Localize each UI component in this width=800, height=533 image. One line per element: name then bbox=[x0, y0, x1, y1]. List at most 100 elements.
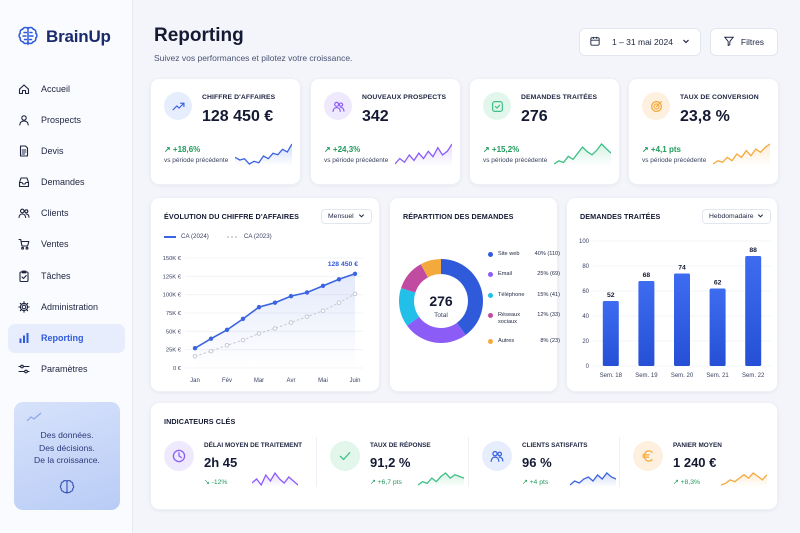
sidebar-item-administration[interactable]: Administration bbox=[8, 292, 125, 321]
processed-requests-bar-chart: 0 20 40 60 80 100 52 Sem. 18 68 Sem. 19 74 Sem. 20 6… bbox=[579, 239, 771, 379]
key-indicators-card: INDICATEURS CLÉS DÉLAI MOYEN DE TRAITEME… bbox=[150, 402, 778, 510]
data-point-current[interactable] bbox=[192, 346, 198, 351]
y-tick-label: 80 bbox=[582, 264, 589, 270]
legend-swatch bbox=[488, 313, 493, 318]
legend-label: Email bbox=[498, 271, 512, 277]
kpi-card[interactable]: DEMANDES TRAITÉES 276 ↗ +15,2% vs période p… bbox=[469, 78, 620, 185]
divider bbox=[316, 437, 317, 487]
filter-button[interactable]: Filtres bbox=[710, 28, 778, 56]
data-point-current[interactable] bbox=[288, 293, 294, 299]
legend-item-current[interactable]: CA (2024) bbox=[164, 233, 209, 240]
processed-requests-card: DEMANDES TRAITÉES Hebdomadaire 0 20 40 60 80… bbox=[566, 197, 778, 392]
data-point-previous[interactable] bbox=[304, 314, 310, 319]
bar-period-select[interactable]: Hebdomadaire bbox=[702, 209, 771, 224]
indicator-label: DÉLAI MOYEN DE TRAITEMENT bbox=[204, 442, 302, 449]
kpi-card[interactable]: CHIFFRE D'AFFAIRES 128 450 € ↗ +18,6% vs pé… bbox=[150, 78, 301, 185]
bar[interactable] bbox=[638, 281, 655, 366]
bar[interactable] bbox=[674, 273, 690, 367]
indicator-item[interactable]: TAUX DE RÉPONSE 91,2 % ↗ +6,7 pts bbox=[330, 433, 470, 497]
data-point-current[interactable] bbox=[272, 300, 278, 305]
sidebar-item-demandes[interactable]: Demandes bbox=[8, 168, 125, 197]
donut-slice[interactable] bbox=[399, 288, 420, 326]
legend-item-previous[interactable]: CA (2023) bbox=[226, 233, 272, 240]
bar-value-label: 88 bbox=[749, 247, 757, 254]
data-point-current[interactable] bbox=[240, 316, 246, 322]
sparkline-area bbox=[235, 144, 292, 166]
donut-slice[interactable] bbox=[441, 259, 483, 335]
donut-slice[interactable] bbox=[401, 264, 428, 293]
kpi-value: 23,8 % bbox=[680, 108, 730, 125]
y-tick-label: 100 bbox=[579, 239, 590, 245]
donut-legend-item[interactable]: Réseaux sociaux 12% (33) bbox=[488, 312, 560, 326]
data-point-current[interactable] bbox=[320, 283, 326, 289]
bar[interactable] bbox=[745, 256, 762, 366]
sidebar-item-accueil[interactable]: Accueil bbox=[8, 74, 125, 103]
donut-slice[interactable] bbox=[420, 259, 441, 278]
sidebar-item-parametres[interactable]: Paramètres bbox=[8, 355, 125, 384]
indicator-item[interactable]: DÉLAI MOYEN DE TRAITEMENT 2h 45 ↘ -12% bbox=[164, 433, 304, 497]
brand[interactable]: BrainUp bbox=[16, 24, 111, 50]
sidebar-item-label: Devis bbox=[41, 145, 64, 156]
data-point-previous[interactable] bbox=[336, 300, 342, 306]
data-point-previous[interactable] bbox=[208, 348, 214, 354]
sparkline-line bbox=[713, 143, 770, 165]
y-tick-label: 40 bbox=[582, 314, 589, 320]
sidebar-item-taches[interactable]: Tâches bbox=[8, 261, 125, 290]
kpi-comparison: vs période précédente bbox=[324, 157, 389, 164]
donut-legend-item[interactable]: Site web 40% (110) bbox=[488, 251, 560, 258]
y-tick-label: 20 bbox=[582, 339, 589, 345]
indicator-item[interactable]: CLIENTS SATISFAITS 96 % ↗ +4 pts bbox=[482, 433, 622, 497]
donut-legend-item[interactable]: Email 25% (69) bbox=[488, 271, 560, 278]
sidebar-item-label: Reporting bbox=[41, 333, 84, 343]
data-point-previous[interactable] bbox=[224, 342, 230, 348]
sidebar-item-reporting[interactable]: Reporting bbox=[8, 323, 125, 353]
donut-slice[interactable] bbox=[407, 316, 466, 343]
sidebar-item-devis[interactable]: Devis bbox=[8, 136, 125, 165]
indicator-sparkline bbox=[570, 472, 616, 487]
donut-legend-item[interactable]: Autres 8% (23) bbox=[488, 338, 560, 345]
indicator-item[interactable]: PANIER MOYEN 1 240 € ↗ +8,3% bbox=[633, 433, 773, 497]
revenue-line-chart: 0 € 25K € 50K € 75K € 100K € 125K € 150K € Jan F… bbox=[163, 256, 363, 384]
kpi-card[interactable]: NOUVEAUX PROSPECTS 342 ↗ +24,3% vs période … bbox=[310, 78, 461, 185]
sidebar-item-label: Ventes bbox=[41, 239, 69, 250]
data-point-current[interactable] bbox=[304, 290, 310, 295]
indicator-value: 91,2 % bbox=[370, 455, 411, 470]
bar-chart-icon bbox=[18, 332, 30, 344]
sparkline-area bbox=[252, 473, 298, 487]
bar[interactable] bbox=[602, 301, 619, 366]
sidebar-item-prospects[interactable]: Prospects bbox=[8, 105, 125, 134]
revenue-period-select[interactable]: Mensuel bbox=[321, 209, 372, 224]
sparkline-area bbox=[721, 473, 767, 487]
sidebar-item-label: Tâches bbox=[41, 270, 71, 281]
bar[interactable] bbox=[709, 288, 726, 367]
sparkline-line bbox=[570, 472, 616, 486]
data-point-previous[interactable] bbox=[352, 291, 358, 297]
legend-swatch bbox=[488, 293, 493, 298]
indicator-label: PANIER MOYEN bbox=[673, 442, 722, 449]
data-point-current[interactable] bbox=[336, 277, 342, 282]
data-point-previous[interactable] bbox=[192, 353, 198, 359]
clock-icon bbox=[164, 441, 194, 471]
bar-value-label: 62 bbox=[714, 280, 722, 287]
sidebar-item-clients[interactable]: Clients bbox=[8, 199, 125, 228]
data-point-current[interactable] bbox=[208, 336, 214, 341]
legend-value: 25% (69) bbox=[537, 271, 560, 277]
kpi-card[interactable]: TAUX DE CONVERSION 23,8 % ↗ +4,1 pts vs pér… bbox=[628, 78, 779, 185]
data-point-previous[interactable] bbox=[256, 331, 262, 336]
data-point-previous[interactable] bbox=[320, 308, 326, 314]
data-point-previous[interactable] bbox=[240, 337, 246, 343]
data-point-current[interactable] bbox=[256, 304, 262, 310]
y-tick-label: 50K € bbox=[166, 329, 182, 335]
revenue-legend: CA (2024) CA (2023) bbox=[164, 233, 272, 240]
y-tick-label: 60 bbox=[582, 289, 589, 295]
data-point-previous[interactable] bbox=[288, 320, 294, 325]
data-point-current[interactable] bbox=[224, 327, 230, 333]
data-point-current[interactable] bbox=[352, 271, 358, 277]
donut-total-value: 276 bbox=[429, 293, 453, 309]
date-range-picker[interactable]: 1 – 31 mai 2024 bbox=[579, 28, 701, 56]
sidebar-item-ventes[interactable]: Ventes bbox=[8, 230, 125, 259]
donut-legend-item[interactable]: Téléphone 15% (41) bbox=[488, 292, 560, 299]
data-point-previous[interactable] bbox=[272, 326, 278, 331]
legend-value: 12% (33) bbox=[537, 312, 560, 318]
